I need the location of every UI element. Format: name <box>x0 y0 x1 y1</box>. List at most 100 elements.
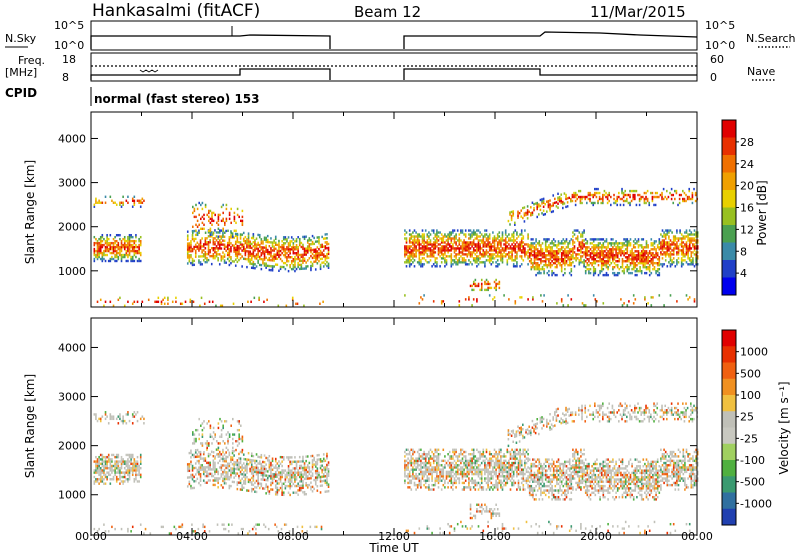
data-cell <box>227 437 229 441</box>
data-cell <box>504 231 507 234</box>
data-cell <box>549 205 551 208</box>
data-cell <box>201 255 203 258</box>
data-cell <box>306 477 309 480</box>
data-cell <box>96 251 99 255</box>
data-cell <box>125 422 128 425</box>
data-cell <box>262 487 264 490</box>
data-cell <box>424 247 427 250</box>
data-cell <box>418 263 421 266</box>
data-cell <box>455 241 457 244</box>
data-cell <box>421 253 424 256</box>
data-cell <box>450 241 453 244</box>
data-cell <box>199 247 202 250</box>
data-cell <box>604 246 606 249</box>
data-cell <box>629 238 632 241</box>
data-cell <box>276 480 279 483</box>
data-cell <box>444 245 446 248</box>
data-cell <box>602 197 604 201</box>
data-cell <box>234 248 237 251</box>
data-cell <box>191 469 194 472</box>
data-cell <box>316 240 319 243</box>
data-cell <box>271 481 274 485</box>
data-cell <box>432 229 435 232</box>
data-cell <box>201 237 203 240</box>
data-cell <box>583 229 585 232</box>
data-cell <box>114 455 116 459</box>
data-cell <box>415 249 417 252</box>
data-cell <box>551 240 553 243</box>
data-cell <box>201 442 204 445</box>
data-cell <box>107 473 110 477</box>
data-cell <box>540 267 542 271</box>
data-cell <box>559 248 561 251</box>
data-cell <box>201 428 204 432</box>
data-cell <box>671 243 673 246</box>
data-cell <box>498 280 501 284</box>
data-cell <box>262 246 264 249</box>
data-cell <box>461 243 464 246</box>
data-cell <box>551 260 553 263</box>
data-cell <box>104 411 107 414</box>
data-cell <box>580 261 582 264</box>
data-cell <box>661 243 664 246</box>
data-cell <box>656 195 659 199</box>
data-cell <box>688 229 691 232</box>
data-cell <box>487 241 489 244</box>
data-cell <box>589 252 592 255</box>
data-cell <box>562 260 565 263</box>
data-cell <box>408 470 411 474</box>
data-cell <box>488 249 491 252</box>
data-cell <box>692 237 694 240</box>
data-cell <box>638 193 641 197</box>
data-cell <box>200 424 202 427</box>
data-cell <box>445 249 448 252</box>
data-cell <box>311 485 314 489</box>
data-cell <box>260 473 263 477</box>
data-cell <box>636 254 638 257</box>
data-cell <box>302 475 304 478</box>
data-cell <box>260 484 263 488</box>
data-cell <box>474 282 477 286</box>
data-cell <box>99 467 102 470</box>
data-cell <box>233 236 235 239</box>
data-cell <box>428 261 430 264</box>
data-cell <box>680 263 683 266</box>
data-cell <box>524 251 526 254</box>
data-cell <box>442 247 445 250</box>
data-cell <box>524 229 526 232</box>
data-cell <box>227 431 229 434</box>
data-cell <box>270 468 272 471</box>
data-cell <box>501 247 504 250</box>
data-cell <box>199 472 202 476</box>
data-cell <box>535 263 537 267</box>
data-cell <box>93 475 96 479</box>
data-cell <box>233 467 235 470</box>
data-cell <box>222 473 224 476</box>
data-cell <box>574 191 577 195</box>
data-cell <box>222 231 224 234</box>
data-cell <box>405 245 408 248</box>
data-cell <box>420 448 422 451</box>
data-cell <box>290 240 293 243</box>
data-cell <box>104 253 107 257</box>
data-cell <box>217 223 220 227</box>
data-cell <box>98 473 100 477</box>
data-cell <box>302 247 304 251</box>
data-cell <box>592 246 595 249</box>
data-cell <box>629 263 632 267</box>
data-cell <box>479 251 481 254</box>
data-cell <box>680 239 683 242</box>
data-cell <box>297 245 299 249</box>
data-cell <box>493 237 496 240</box>
data-cell <box>112 251 115 255</box>
data-cell <box>597 191 599 195</box>
data-cell <box>418 261 421 264</box>
data-cell <box>225 451 227 454</box>
data-cell <box>535 238 537 241</box>
data-cell <box>292 246 295 249</box>
data-cell <box>404 468 406 471</box>
data-cell <box>101 415 104 418</box>
data-cell <box>664 253 667 256</box>
data-cell <box>239 461 242 465</box>
data-cell <box>303 468 306 472</box>
